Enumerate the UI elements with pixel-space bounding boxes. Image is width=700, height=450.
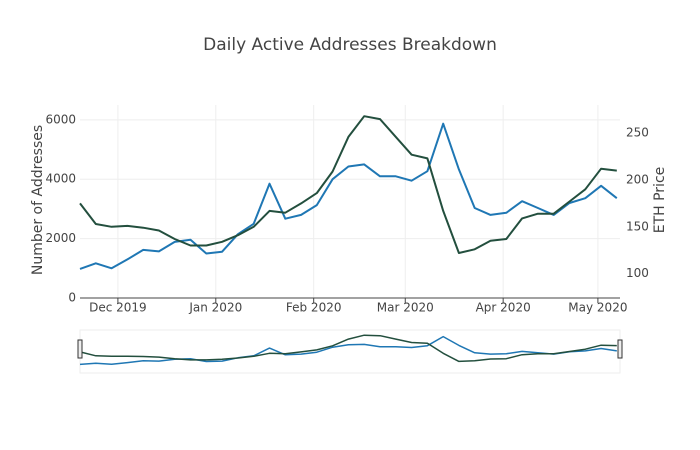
y-tick-label: 0 bbox=[68, 291, 76, 305]
x-tick-label: Feb 2020 bbox=[286, 301, 342, 315]
y2-tick-label: 150 bbox=[626, 219, 649, 233]
y2-tick-label: 250 bbox=[626, 126, 649, 140]
chart-title: Daily Active Addresses Breakdown bbox=[203, 35, 497, 55]
y2-axis-title: ETH Price bbox=[652, 167, 668, 234]
range-slider-handle bbox=[77, 339, 83, 359]
line-series bbox=[79, 122, 618, 270]
range-slider-line bbox=[79, 335, 617, 366]
x-tick-label: Dec 2019 bbox=[89, 301, 147, 315]
y-tick-label: 6000 bbox=[45, 112, 76, 126]
y-tick-label: 2000 bbox=[45, 231, 76, 245]
x-tick-label: May 2020 bbox=[568, 301, 627, 315]
range-slider bbox=[79, 329, 621, 374]
x-tick-label: Apr 2020 bbox=[476, 301, 531, 315]
line-series bbox=[79, 115, 617, 254]
y2-tick-label: 200 bbox=[626, 172, 649, 186]
range-slider-handle bbox=[617, 339, 623, 359]
x-tick-label: Mar 2020 bbox=[377, 301, 434, 315]
y2-tick-label: 100 bbox=[626, 266, 649, 280]
y-tick-label: 4000 bbox=[45, 172, 76, 186]
x-tick-label: Jan 2020 bbox=[188, 301, 242, 315]
y-axis-title: Number of Addresses bbox=[30, 125, 46, 275]
range-slider-line bbox=[79, 334, 617, 363]
